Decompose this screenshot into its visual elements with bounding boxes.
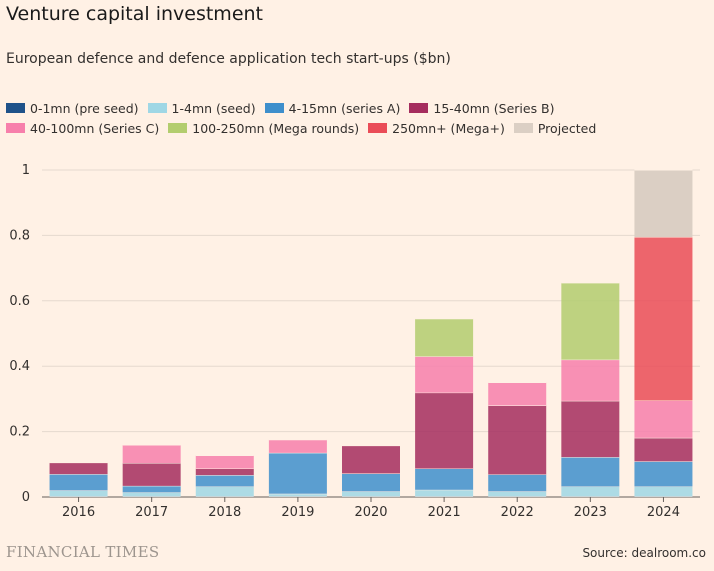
legend-item-projected: Projected <box>513 120 597 136</box>
legend-item-mega: 100-250mn (Mega rounds) <box>168 121 359 136</box>
legend-item-series-b: 15-40mn (Series B) <box>409 100 555 116</box>
legend-swatch-projected <box>513 123 533 133</box>
bar-segment <box>488 474 547 492</box>
y-tick-label: 0 <box>22 490 30 505</box>
y-tick-label: 0.2 <box>9 425 30 440</box>
bar-segment <box>268 493 327 497</box>
bar-segment <box>268 452 327 494</box>
legend-item-mega-plus: 250mn+ (Mega+) <box>368 121 505 136</box>
legend-label-series-c: 40-100mn (Series C) <box>30 120 160 136</box>
bar-segment <box>561 486 620 497</box>
bar-segment <box>634 237 693 401</box>
bar-segment <box>195 455 254 469</box>
x-tick-label: 2019 <box>281 505 314 520</box>
legend-row-2: 40-100mn (Series C) 100-250mn (Mega roun… <box>6 119 706 137</box>
bar-segment <box>634 437 693 462</box>
bar-segment <box>488 405 547 475</box>
bar-segment <box>488 382 547 406</box>
stacked-bar-chart: 0 0.2 0.4 0.6 0.8 1 2016 2017 2018 2019 2020 2021 20… <box>9 163 700 520</box>
legend-swatch-mega <box>168 123 188 133</box>
legend-label-mega-plus: 250mn+ (Mega+) <box>392 120 505 136</box>
legend-swatch-pre-seed <box>6 103 25 113</box>
bar-segment <box>488 491 547 497</box>
bar-segment <box>49 462 108 475</box>
legend-item-seed: 1-4mn (seed) <box>147 100 256 116</box>
chart-subtitle: European defence and defence application… <box>6 51 451 67</box>
bar-segment <box>634 170 693 238</box>
bar-segment <box>195 468 254 476</box>
legend-label-mega: 100-250mn (Mega rounds) <box>192 120 360 136</box>
bar-segment <box>268 439 327 453</box>
legend-item-series-c: 40-100mn (Series C) <box>6 121 159 136</box>
x-tick-label: 2016 <box>62 505 95 520</box>
bar-segment <box>49 474 108 491</box>
y-tick-label: 0.8 <box>9 228 30 243</box>
legend-swatch-seed <box>147 103 167 113</box>
bar-segment <box>634 486 693 497</box>
legend-label-pre-seed: 0-1mn (pre seed) <box>30 100 139 116</box>
bar-segment <box>415 318 474 357</box>
bar-segment <box>49 490 108 497</box>
x-tick-label: 2017 <box>135 505 168 520</box>
bar-segment <box>634 400 693 438</box>
ft-logo: FINANCIAL TIMES <box>6 543 160 561</box>
bar-segment <box>415 468 474 490</box>
bar-segment <box>122 445 181 463</box>
legend-row-1: 0-1mn (pre seed) 1-4mn (seed) 4-15mn (se… <box>6 99 706 117</box>
legend-label-projected: Projected <box>537 120 597 136</box>
y-tick-label: 0.6 <box>9 294 30 309</box>
x-tick-label: 2018 <box>208 505 241 520</box>
bar-segment <box>122 485 181 493</box>
bar-segment <box>561 282 620 360</box>
x-tick-label: 2023 <box>574 505 607 520</box>
legend-item-pre-seed: 0-1mn (pre seed) <box>6 101 139 116</box>
legend-label-series-a: 4-15mn (series A) <box>288 100 401 116</box>
legend-swatch-series-c <box>6 123 25 133</box>
legend-swatch-mega-plus <box>368 123 388 133</box>
legend-label-series-b: 15-40mn (Series B) <box>433 100 555 116</box>
bar-segment <box>561 359 620 401</box>
x-tick-label: 2024 <box>647 505 680 520</box>
bar-segment <box>195 475 254 487</box>
bar-segment <box>561 400 620 458</box>
y-tick-label: 1 <box>22 163 30 178</box>
bar-segment <box>415 392 474 469</box>
bar-segment <box>342 491 400 497</box>
legend-swatch-series-b <box>409 103 429 113</box>
legend-item-series-a: 4-15mn (series A) <box>264 100 401 116</box>
bar-segment <box>342 473 400 492</box>
bar-segment <box>122 492 181 497</box>
x-tick-label: 2021 <box>428 505 461 520</box>
x-tick-label: 2022 <box>501 505 534 520</box>
bar-segment <box>415 489 474 497</box>
bar-segment <box>195 486 254 497</box>
x-tick-label: 2020 <box>354 505 387 520</box>
legend-label-seed: 1-4mn (seed) <box>171 100 256 116</box>
legend: 0-1mn (pre seed) 1-4mn (seed) 4-15mn (se… <box>6 99 706 139</box>
bar-segment <box>634 461 693 487</box>
chart-title: Venture capital investment <box>6 3 264 25</box>
source-note: Source: dealroom.co <box>582 546 706 560</box>
y-tick-label: 0.4 <box>9 359 30 374</box>
bar-segment <box>122 462 181 486</box>
bar-segment <box>342 445 400 474</box>
legend-swatch-series-a <box>264 103 284 113</box>
bar-segment <box>415 356 474 393</box>
bar-segment <box>561 457 620 487</box>
